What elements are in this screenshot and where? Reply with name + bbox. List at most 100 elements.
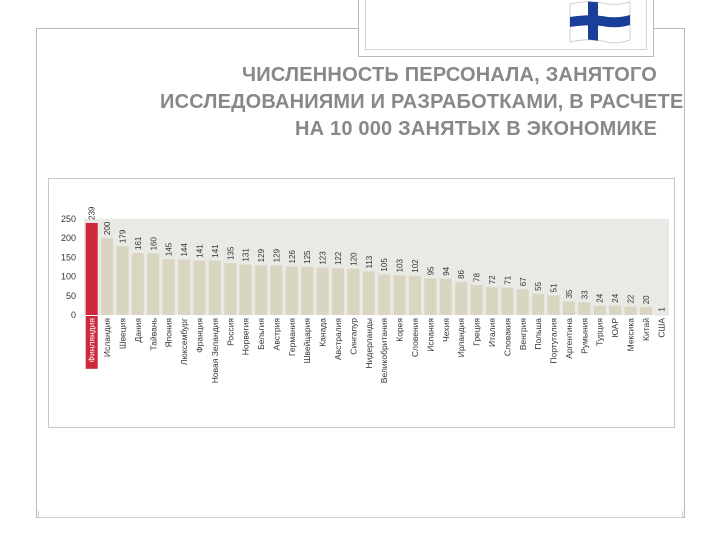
bar: [255, 265, 268, 315]
bar-value-label: 51: [550, 283, 559, 292]
y-tick-label: 150: [61, 252, 76, 262]
bar: [332, 268, 345, 315]
y-tick-label: 250: [61, 214, 76, 224]
slide-frame-shadow: [38, 511, 683, 518]
bar-value-label: 200: [103, 221, 112, 235]
category-label: Германия: [287, 318, 297, 357]
bar: [101, 238, 114, 315]
bar: [301, 266, 314, 315]
bar-value-label: 1: [657, 307, 666, 312]
category-label: ЮАР: [610, 318, 620, 338]
bar: [470, 284, 483, 315]
bar: [439, 278, 452, 315]
bar-value-label: 78: [473, 273, 482, 282]
bar: [516, 289, 529, 315]
bar-value-label: 126: [288, 250, 297, 264]
bar: [609, 305, 622, 315]
bar: [562, 301, 575, 315]
category-label: Чехия: [441, 318, 451, 342]
bar-value-label: 35: [565, 289, 574, 298]
bar-value-label: 103: [396, 258, 405, 272]
bar: [131, 253, 144, 315]
category-label: Мексика: [626, 318, 636, 352]
bar: [316, 267, 329, 315]
bar: [193, 260, 206, 315]
bar-value-label: 22: [627, 294, 636, 303]
bar: [593, 305, 606, 315]
bar-value-label: 239: [88, 206, 97, 220]
slide-title: ЧИСЛЕННОСТЬ ПЕРСОНАЛА, ЗАНЯТОГО ИССЛЕДОВ…: [160, 62, 684, 143]
bar: [485, 287, 498, 315]
bar-value-label: 161: [134, 236, 143, 250]
bar-value-label: 24: [596, 293, 605, 302]
bar-value-label: 125: [303, 250, 312, 264]
category-label: Словакия: [502, 318, 512, 357]
y-tick-label: 200: [61, 233, 76, 243]
category-label: Исландия: [102, 318, 112, 357]
category-label: Австрия: [271, 318, 281, 351]
bar: [239, 264, 252, 315]
category-label: Ирландия: [456, 318, 466, 358]
bar: [455, 281, 468, 315]
flag-box-inner-border: [365, 0, 647, 50]
bar: [624, 306, 637, 315]
bar: [532, 293, 545, 315]
bar: [501, 287, 514, 315]
title-line-2: ИССЛЕДОВАНИЯМИ И РАЗРАБОТКАМИ, В РАСЧЕТЕ: [160, 91, 684, 113]
bar: [578, 302, 591, 315]
bar-value-label: 94: [442, 266, 451, 275]
bar: [547, 295, 560, 315]
bar-value-label: 33: [580, 290, 589, 299]
bar: [424, 278, 437, 315]
bar-value-label: 24: [611, 293, 620, 302]
bar: [208, 260, 221, 315]
bar-value-label: 129: [257, 248, 266, 262]
title-line-1: ЧИСЛЕННОСТЬ ПЕРСОНАЛА, ЗАНЯТОГО: [242, 64, 657, 86]
category-label: Аргентина: [564, 318, 574, 359]
category-label: Италия: [487, 318, 497, 347]
bar: [224, 263, 237, 315]
bar: [393, 275, 406, 315]
category-label: Корея: [395, 318, 405, 342]
bar-value-label: 144: [180, 243, 189, 257]
bar: [347, 268, 360, 315]
category-label: Сингапур: [348, 318, 358, 355]
category-label: Венгрия: [518, 318, 528, 351]
category-label: Финляндия: [87, 318, 97, 363]
bar: [162, 259, 175, 315]
bar: [85, 222, 98, 315]
category-label: Испания: [425, 318, 435, 352]
category-label: Канада: [318, 318, 328, 347]
category-label: Турция: [595, 318, 605, 346]
category-label: Новая Зеландия: [210, 318, 220, 384]
bar-value-label: 20: [642, 295, 651, 304]
category-label: Греция: [472, 318, 482, 346]
bar-value-label: 123: [319, 251, 328, 265]
bar-value-label: 131: [242, 248, 251, 262]
bar-value-label: 129: [272, 248, 281, 262]
bar-value-label: 141: [211, 244, 220, 258]
category-label: Франция: [194, 318, 204, 353]
y-tick-label: 100: [61, 272, 76, 282]
bar-value-label: 102: [411, 259, 420, 273]
category-label: Бельгия: [256, 318, 266, 350]
category-label: Великобритания: [379, 318, 389, 384]
category-label: Норвегия: [241, 318, 251, 356]
category-label: Швеция: [117, 318, 127, 350]
bar: [378, 274, 391, 315]
bar-value-label: 122: [334, 251, 343, 265]
bar-value-label: 55: [534, 281, 543, 290]
y-tick-label: 50: [66, 291, 76, 301]
bar-value-label: 145: [165, 242, 174, 256]
bar: [178, 259, 191, 315]
bar-value-label: 67: [519, 277, 528, 286]
bar: [270, 265, 283, 315]
bar: [639, 307, 652, 315]
bar: [285, 266, 298, 315]
category-label: Швейцария: [302, 318, 312, 364]
finland-flag-icon: [569, 1, 631, 44]
category-label: Люксембург: [179, 318, 189, 365]
title-line-3: НА 10 000 ЗАНЯТЫХ В ЭКОНОМИКЕ: [294, 118, 657, 140]
category-label: Россия: [225, 318, 235, 346]
